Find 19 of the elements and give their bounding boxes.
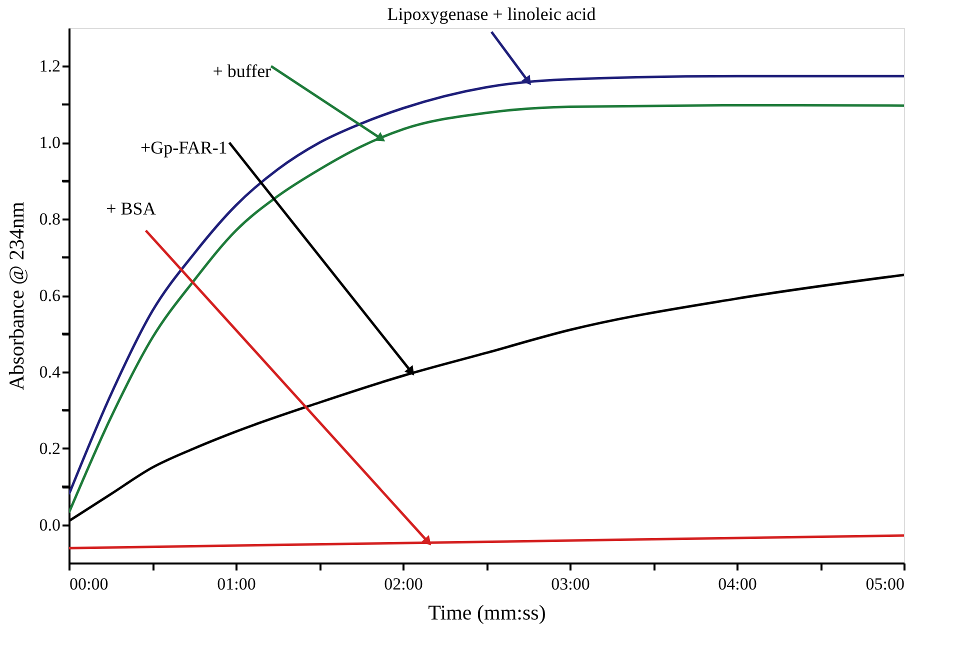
x-axis-title: Time (mm:ss) <box>428 600 546 624</box>
x-tick-label: 02:00 <box>384 574 423 594</box>
annotation: Lipoxygenase + linoleic acid <box>387 4 596 24</box>
y-tick-label: 0.6 <box>39 286 60 305</box>
y-tick-label: 1.0 <box>39 133 60 152</box>
x-tick-label: 03:00 <box>551 574 590 594</box>
x-tick-label: 04:00 <box>718 574 757 594</box>
y-tick-label: 0.4 <box>39 362 61 382</box>
y-tick-label: 0.8 <box>39 210 60 229</box>
annotation: + buffer <box>212 61 272 82</box>
annotation: + BSA <box>106 198 156 219</box>
y-tick-label: 0.2 <box>39 438 60 458</box>
x-tick-label: 05:00 <box>866 574 904 594</box>
x-tick-label: 00:00 <box>70 574 108 594</box>
y-tick-label: 1.2 <box>39 56 60 76</box>
y-tick-label: 0.0 <box>39 515 60 534</box>
x-tick-label: 01:00 <box>217 574 256 594</box>
annotation: +Gp-FAR-1 <box>140 138 228 158</box>
y-axis-title: Absorbance @ 234nm <box>4 202 28 390</box>
